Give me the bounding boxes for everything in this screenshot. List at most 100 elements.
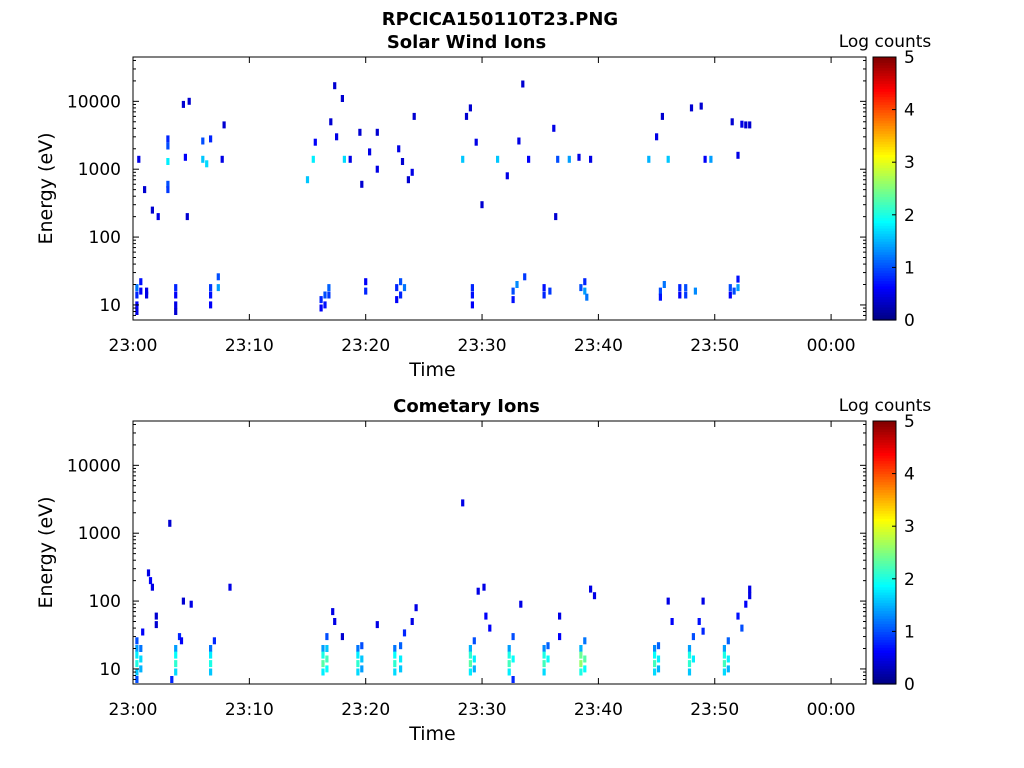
heatmap-cell [340,633,344,641]
colorbar-segment [873,552,896,556]
heatmap-cell [488,624,492,632]
colorbar-segment [873,497,896,501]
heatmap-cell [135,645,139,652]
colorbar-segment [873,317,896,321]
heatmap-cell [166,135,170,143]
heatmap-cell [174,645,178,652]
heatmap-cell [399,655,403,663]
heatmap-cell [558,633,562,641]
colorbar-segment [873,62,896,66]
heatmap-cell [472,637,476,645]
heatmap-cell [468,651,472,659]
colorbar-segment [873,164,896,169]
colorbar-segment [873,143,896,148]
colorbar-segment [873,175,896,179]
colorbar-segment [873,67,896,71]
colorbar-segment [873,104,896,108]
heatmap-cell [653,668,657,676]
colorbar-segment [873,256,896,261]
colorbar-segment [873,167,896,171]
heatmap-cell [222,121,226,129]
colorbar-segment [873,457,896,462]
colorbar-segment [873,481,896,485]
heatmap-cell [364,287,368,295]
colorbar-segment [873,594,896,598]
heatmap-cell [135,660,139,668]
colorbar-segment [873,270,896,274]
x-tick-label: 00:00 [807,336,856,356]
heatmap-cell [327,291,331,299]
colorbar-segment [873,623,896,627]
heatmap-cell [209,668,213,676]
x-tick-label: 23:20 [341,700,390,720]
heatmap-cell [141,628,145,636]
colorbar-segment [873,199,896,203]
heatmap-cell [150,583,154,591]
colorbar-segment [873,607,896,611]
heatmap-cell [209,301,213,309]
heatmap-cell [348,155,352,163]
colorbar-segment [873,177,896,182]
x-tick-label: 23:10 [225,700,274,720]
x-tick-label: 23:30 [458,700,507,720]
heatmap-cell [583,287,587,295]
colorbar-segment [873,193,896,197]
colorbar-segment [873,657,896,661]
colorbar-segment [873,106,896,111]
heatmap-cell [150,206,154,214]
heatmap-cell [146,569,151,577]
heatmap-cell [579,645,583,652]
colorbar-segment [873,628,896,632]
heatmap-cell [414,604,418,612]
colorbar-segment [873,584,896,588]
heatmap-cell [579,668,583,676]
y-tick-label: 1000 [78,160,121,180]
heatmap-cell [156,213,160,221]
y-tick-label: 10 [99,296,121,316]
colorbar-segment [873,288,896,292]
colorbar-tick-label: 2 [904,206,915,226]
colorbar-segment [873,304,896,308]
heatmap-cell [748,121,752,129]
x-tick-label: 23:20 [341,336,390,356]
colorbar-segment [873,431,896,435]
x-tick-label: 23:10 [225,336,274,356]
heatmap-cell [187,97,191,105]
colorbar-segment [873,238,896,242]
heatmap-cell [212,637,216,645]
colorbar-segment [873,478,896,483]
colorbar-segment [873,272,896,276]
colorbar-segment [873,254,896,258]
colorbar-segment [873,631,896,635]
heatmap-cell [174,651,178,659]
colorbar-segment [873,141,896,145]
colorbar-segment [873,222,896,226]
heatmap-cell [368,148,372,156]
heatmap-cell [319,304,323,312]
heatmap-cell [656,665,661,673]
colorbar-segment [873,214,896,219]
heatmap-cell [412,112,416,120]
heatmap-cell [748,592,752,600]
heatmap-cell [484,612,488,620]
heatmap-cell [730,118,734,126]
colorbar-segment [873,130,896,134]
colorbar-segment [873,217,896,221]
heatmap-cell [658,287,662,295]
heatmap-cell [701,597,705,605]
heatmap-cell [736,151,740,159]
x-tick-label: 23:30 [458,336,507,356]
heatmap-cell [496,155,500,163]
heatmap-cell [170,676,174,683]
colorbar-segment [873,183,896,187]
heatmap-cell [139,665,143,673]
colorbar-segment [873,314,896,318]
colorbar-segment [873,681,896,685]
colorbar-segment [873,442,896,446]
heatmap-cell [556,155,560,163]
heatmap-cell [511,655,515,663]
heatmap-cell [722,668,726,676]
heatmap-cell [523,273,527,281]
colorbar-frame [872,420,897,685]
